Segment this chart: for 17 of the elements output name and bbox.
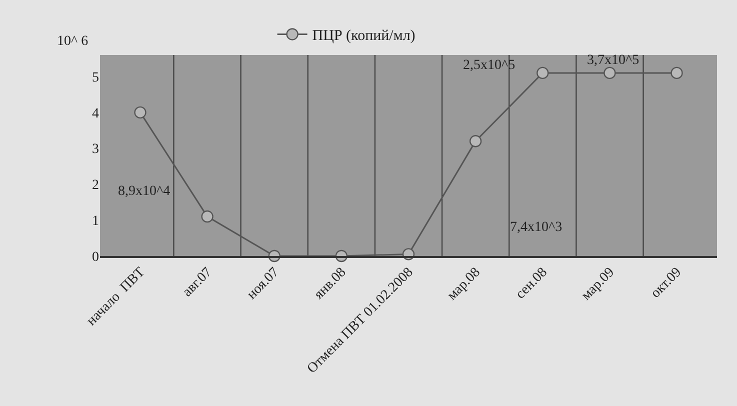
legend-label: ПЦР (копий/мл): [312, 28, 416, 44]
y-tick-label: 1: [92, 214, 99, 230]
point: [670, 66, 683, 80]
y-tick-label: 4: [92, 106, 99, 122]
annotation: 3,7x10^5: [587, 53, 640, 68]
annotation: 7,4x10^3: [510, 220, 562, 235]
y-tick-label: 5: [92, 70, 99, 86]
point: [134, 106, 146, 119]
point: [201, 210, 214, 223]
y-tick-label: 2: [92, 178, 99, 194]
y-axis-title: 10^ 6: [57, 34, 88, 49]
y-tick-label: 0: [92, 250, 99, 265]
point: [604, 66, 616, 80]
y-tick-label: 3: [92, 142, 99, 158]
point: [536, 66, 549, 80]
point: [469, 135, 482, 148]
annotation: 8,9x10^4: [118, 184, 170, 199]
